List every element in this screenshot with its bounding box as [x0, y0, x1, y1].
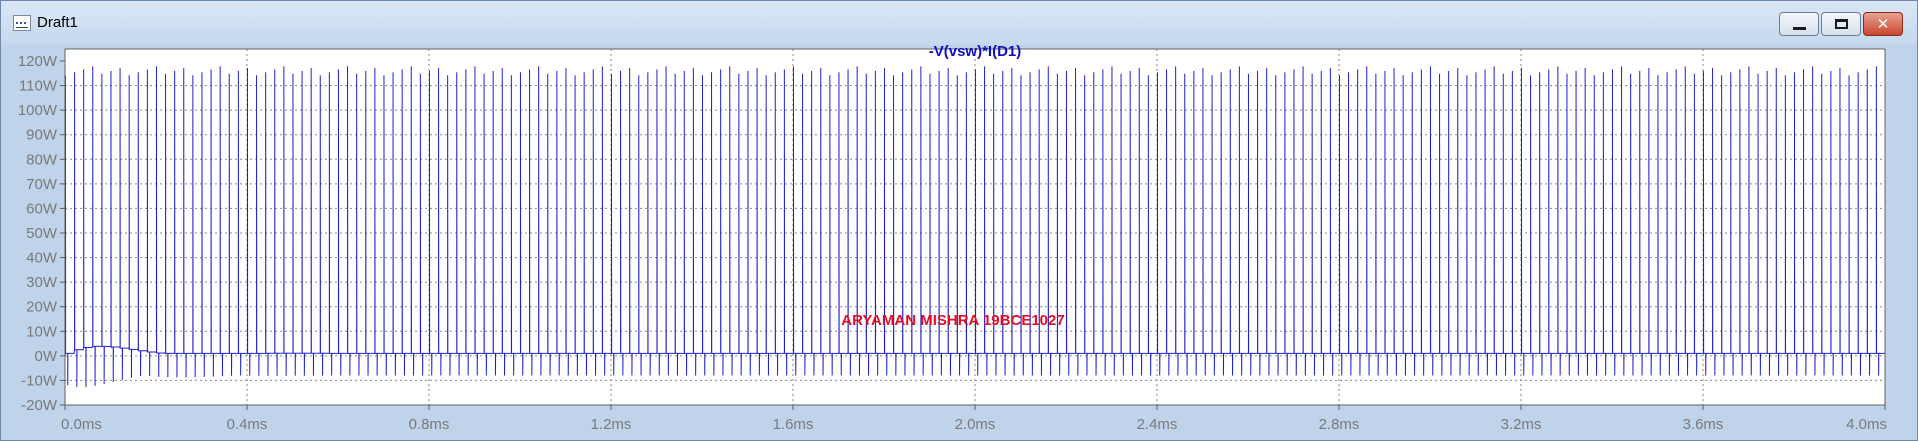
x-tick-label: 0.0ms — [61, 416, 102, 433]
y-tick-label: 90W — [26, 127, 58, 144]
series-line — [64, 66, 1885, 387]
y-tick-label: 10W — [26, 323, 58, 340]
x-tick-label: 0.8ms — [409, 416, 450, 433]
x-tick-label: 1.2ms — [591, 416, 632, 433]
x-tick-label: 2.8ms — [1319, 416, 1360, 433]
window-title: Draft1 — [37, 14, 78, 31]
x-tick-label: 4.0ms — [1846, 416, 1887, 433]
y-tick-label: 40W — [26, 250, 58, 267]
y-tick-label: 80W — [26, 151, 58, 168]
minimize-icon — [1793, 27, 1806, 30]
y-axis: -20W -10W 0W 10W 20W 30W 40W 50W 60W 70W 80W 90W 100… — [18, 53, 65, 414]
y-tick-label: 20W — [26, 299, 58, 316]
x-tick-label: 3.6ms — [1683, 416, 1724, 433]
maximize-button[interactable] — [1821, 12, 1861, 36]
y-tick-label: 70W — [26, 176, 58, 193]
x-tick-label: 2.0ms — [955, 416, 996, 433]
close-button[interactable]: ✕ — [1863, 12, 1903, 36]
y-tick-label: -10W — [21, 372, 58, 389]
y-tick-label: 110W — [19, 78, 58, 95]
trace-layer — [64, 66, 1885, 387]
close-icon: ✕ — [1876, 15, 1890, 33]
maximize-icon — [1835, 19, 1848, 29]
x-tick-label: 1.6ms — [773, 416, 814, 433]
y-tick-label: 50W — [26, 225, 58, 242]
y-tick-label: 120W — [18, 53, 58, 70]
y-tick-label: 30W — [26, 274, 58, 291]
y-tick-label: 100W — [18, 102, 58, 119]
x-tick-label: 0.4ms — [227, 416, 268, 433]
waveform-window-icon — [13, 15, 31, 31]
x-tick-label: 3.2ms — [1501, 416, 1542, 433]
minimize-button[interactable] — [1779, 12, 1819, 36]
y-tick-label: 60W — [26, 200, 58, 217]
y-tick-label: -20W — [21, 397, 58, 414]
x-axis: 0.0ms 0.4ms 0.8ms 1.2ms 1.6ms 2.0ms 2.4ms 2.8ms… — [61, 405, 1887, 433]
x-tick-label: 2.4ms — [1137, 416, 1178, 433]
chart-annotation: ARYAMAN MISHRA 19BCE1027 — [841, 312, 1064, 329]
chart-title: -V(vsw)*I(D1) — [929, 43, 1022, 60]
title-bar[interactable]: Draft1 ✕ — [1, 1, 1917, 45]
y-tick-label: 0W — [35, 348, 58, 365]
